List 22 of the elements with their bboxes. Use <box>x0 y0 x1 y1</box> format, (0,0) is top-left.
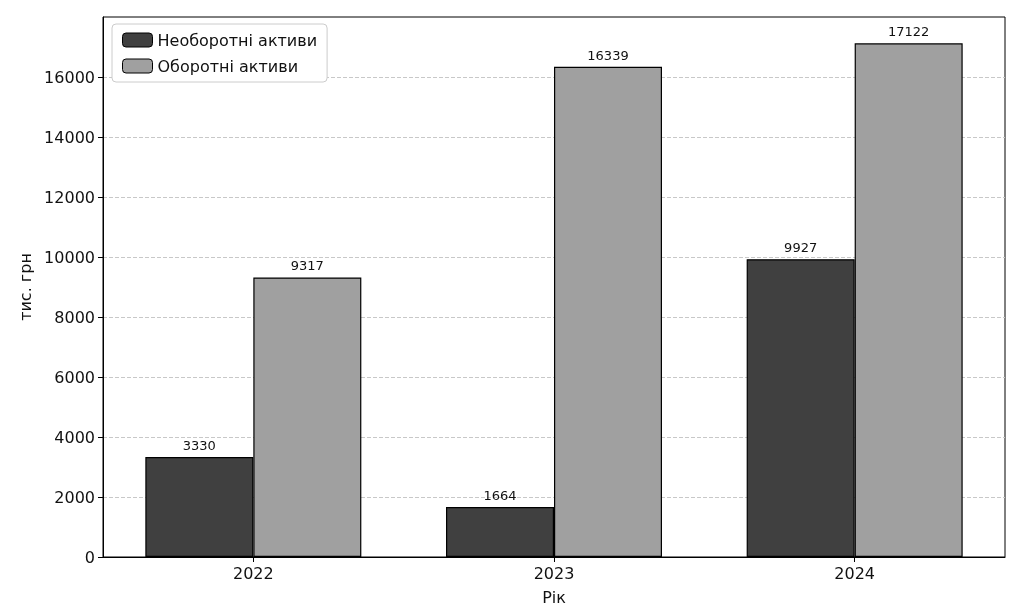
y-tick-label: 14000 <box>44 127 95 147</box>
data-label: 1664 <box>483 488 517 504</box>
y-axis-title: тис. грн <box>15 253 35 321</box>
x-axis-title: Рік <box>542 587 567 607</box>
y-tick-label: 6000 <box>54 367 95 387</box>
legend-label: Оборотні активи <box>157 56 299 76</box>
y-tick-label: 16000 <box>44 67 95 87</box>
y-tick-label: 2000 <box>54 487 95 507</box>
legend-label: Необоротні активи <box>157 30 318 50</box>
x-tick-label: 2023 <box>533 563 575 583</box>
y-tick-label: 8000 <box>54 307 95 327</box>
y-tick-label: 4000 <box>54 427 95 447</box>
y-tick-label: 10000 <box>44 247 95 267</box>
y-tick-label: 12000 <box>44 187 95 207</box>
data-label: 3330 <box>182 438 216 454</box>
data-label: 9927 <box>784 240 818 256</box>
data-label: 16339 <box>587 47 629 63</box>
data-label: 9317 <box>290 258 324 274</box>
x-tick-label: 2022 <box>232 563 274 583</box>
y-tick-label: 0 <box>84 547 95 567</box>
data-label: 17122 <box>887 24 930 40</box>
x-tick-label: 2024 <box>834 563 876 583</box>
